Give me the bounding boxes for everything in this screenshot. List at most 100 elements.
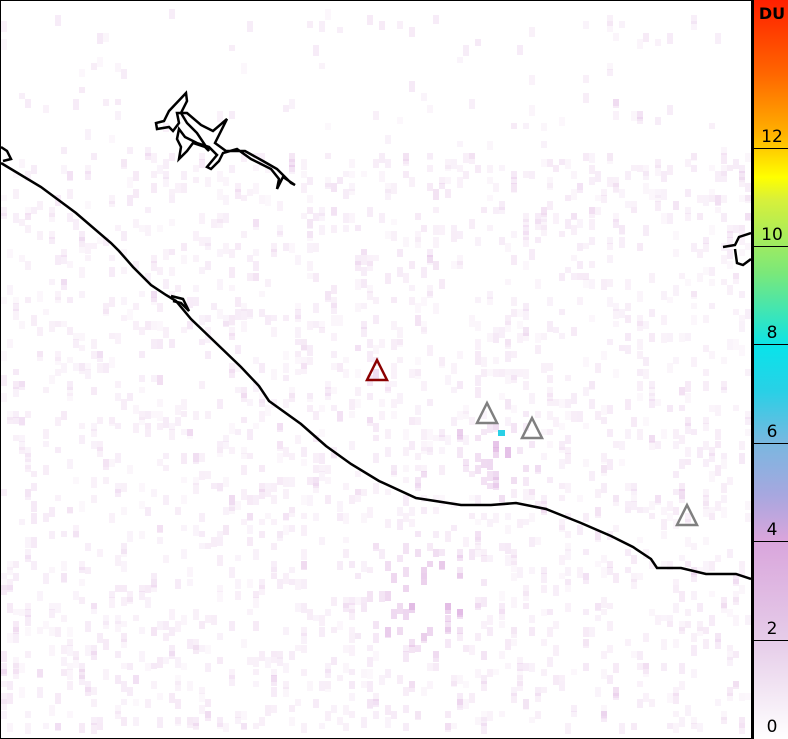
so2-pixel [157,303,163,312]
so2-pixel [241,309,247,320]
so2-pixel [397,327,403,338]
so2-pixel [223,441,229,449]
so2-pixel [79,423,85,429]
island-outline [154,90,296,190]
volcano-marker[interactable] [674,502,700,527]
volcano-marker[interactable] [474,400,500,425]
so2-pixel [97,417,103,424]
so2-pixel [493,471,499,480]
so2-pixel [481,357,487,367]
so2-pixel [673,687,679,696]
so2-pixel [85,681,91,692]
so2-pixel [457,699,463,710]
so2-pixel [685,423,691,434]
so2-pixel [49,645,55,656]
so2-pixel [685,459,691,465]
so2-pixel [151,255,157,263]
so2-pixel [289,243,295,253]
so2-pixel [349,411,355,418]
so2-pixel [583,573,589,584]
so2-pixel [79,231,85,241]
so2-pixel [511,405,517,413]
so2-pixel [703,507,709,517]
so2-pixel [535,213,541,224]
so2-pixel [217,531,223,537]
so2-pixel [505,447,511,458]
so2-pixel [319,405,325,412]
so2-pixel [313,321,319,328]
so2-pixel [691,357,697,367]
so2-pixel [295,603,301,612]
so2-pixel [409,27,415,37]
so2-pixel [25,453,31,462]
so2-pixel [187,321,193,329]
so2-pixel [427,429,433,440]
so2-pixel [457,411,463,420]
so2-pixel [571,225,577,235]
so2-pixel [649,435,655,442]
so2-pixel [523,213,529,222]
map-panel [0,0,752,739]
so2-pixel [193,723,199,729]
so2-pixel [739,717,745,728]
so2-pixel [415,405,421,415]
so2-pixel [421,573,427,579]
so2-pixel [205,333,211,343]
so2-pixel [121,639,127,648]
so2-pixel [517,657,523,664]
so2-pixel [115,621,121,632]
so2-pixel [709,513,715,520]
so2-pixel [715,501,721,511]
so2-pixel [115,555,121,566]
volcano-marker[interactable] [364,357,390,382]
so2-pixel [691,315,697,325]
so2-pixel [565,531,571,538]
so2-pixel [55,291,61,300]
so2-pixel [79,69,85,77]
so2-pixel [673,201,679,210]
so2-pixel [19,219,25,226]
so2-pixel [259,717,265,726]
so2-pixel [217,483,223,491]
so2-pixel [1,699,7,710]
so2-pixel [517,669,523,680]
so2-pixel [529,513,535,522]
so2-pixel [643,663,649,674]
so2-pixel [433,507,439,514]
so2-pixel [691,21,697,30]
so2-pixel [655,117,661,125]
so2-pixel [661,213,667,224]
so2-pixel [349,213,355,223]
so2-pixel [541,219,547,230]
so2-pixel [25,447,31,457]
volcano-marker[interactable] [519,415,545,440]
so2-pixel [301,627,307,636]
so2-pixel [553,165,559,172]
so2-pixel [625,303,631,311]
so2-pixel [343,705,349,715]
so2-pixel [559,231,565,237]
so2-pixel [295,699,301,706]
so2-pixel [499,543,505,551]
so2-pixel [61,255,67,264]
so2-pixel [151,339,157,349]
so2-pixel [595,489,601,498]
so2-pixel [193,609,199,620]
so2-pixel [307,405,313,412]
so2-pixel [319,225,325,235]
so2-pixel [583,279,589,288]
so2-pixel [391,321,397,330]
so2-pixel [49,213,55,222]
so2-pixel [271,243,277,252]
so2-pixel [373,543,379,549]
so2-pixel [523,699,529,710]
so2-pixel [409,681,415,688]
so2-pixel [97,549,103,557]
so2-pixel [403,705,409,713]
so2-pixel [79,87,85,93]
so2-pixel [121,267,127,274]
so2-pixel [595,531,601,542]
so2-pixel [67,663,73,670]
so2-pixel [385,273,391,284]
so2-pixel [61,657,67,666]
